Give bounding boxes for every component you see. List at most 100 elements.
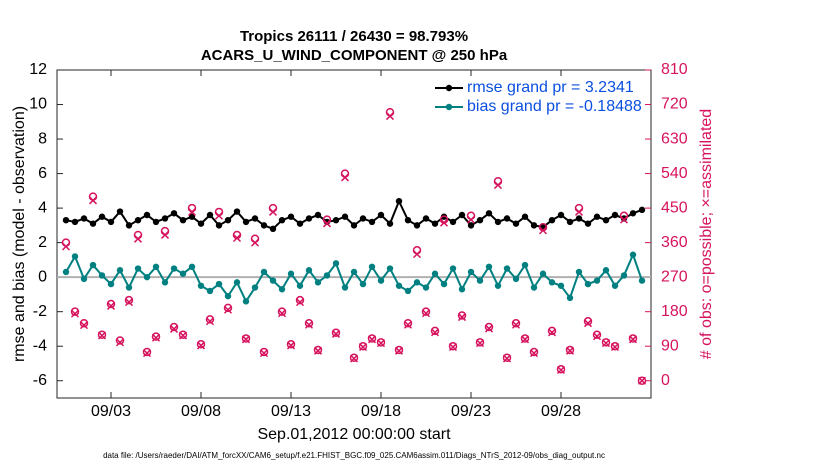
data-point [601, 339, 611, 348]
data-point [251, 284, 259, 291]
data-point [440, 280, 448, 288]
data-point [314, 211, 322, 219]
data-point [566, 218, 574, 226]
data-point [71, 253, 79, 260]
data-point [98, 213, 106, 220]
data-point [134, 265, 142, 272]
data-point [620, 215, 628, 222]
data-point [358, 342, 368, 352]
data-point [206, 211, 214, 219]
data-point [233, 208, 241, 215]
data-point [422, 215, 430, 222]
data-point [449, 265, 457, 272]
data-point [304, 318, 314, 328]
y2-tick-label: 720 [661, 96, 688, 113]
data-point [422, 284, 430, 291]
data-point [628, 335, 638, 344]
data-point [89, 261, 97, 269]
y-axis-label: rmse and bias (model - observation) [11, 106, 28, 362]
data-point [610, 342, 620, 352]
data-point [287, 270, 295, 277]
data-point [197, 282, 205, 289]
data-point [89, 220, 97, 227]
data-point [106, 301, 116, 310]
data-point [431, 220, 439, 227]
y-tick-label: 6 [38, 165, 47, 182]
data-point [610, 341, 620, 351]
data-point [511, 320, 521, 329]
data-point [80, 275, 88, 283]
legend-marker [445, 84, 453, 92]
data-point [484, 322, 494, 332]
data-point [224, 292, 232, 300]
data-point [295, 298, 305, 307]
data-point [475, 339, 485, 348]
data-point [304, 320, 314, 329]
data-point [314, 279, 322, 286]
data-point [547, 326, 557, 336]
data-point [376, 339, 386, 348]
y-tick-label: -4 [33, 337, 47, 354]
data-point [358, 341, 368, 351]
data-point [313, 346, 323, 355]
data-point [205, 315, 215, 324]
data-point [169, 322, 179, 332]
data-point [223, 305, 233, 314]
data-point [448, 342, 458, 352]
data-point [485, 263, 493, 270]
data-point [250, 238, 260, 247]
data-point [269, 225, 277, 233]
data-point [259, 347, 269, 357]
data-point [160, 230, 170, 239]
data-point [71, 218, 79, 226]
data-point [502, 353, 512, 362]
y-tick-label: 12 [29, 61, 47, 78]
data-point [251, 215, 259, 222]
data-point [638, 277, 646, 284]
y-tick-label: 2 [38, 234, 47, 251]
data-point [404, 287, 412, 295]
data-point [359, 280, 367, 288]
data-point [476, 277, 484, 284]
data-point [124, 295, 134, 305]
data-point [70, 307, 80, 316]
data-point [367, 335, 377, 344]
data-point [601, 338, 611, 347]
data-point [521, 261, 529, 269]
data-point [125, 222, 133, 229]
data-point [179, 216, 187, 224]
y2-tick-label: 630 [661, 130, 688, 147]
data-point [179, 270, 187, 277]
data-point [395, 282, 403, 289]
data-point [629, 210, 637, 217]
data-point [412, 250, 422, 259]
data-point [151, 333, 161, 342]
data-point [170, 210, 178, 217]
y2-tick-label: 90 [661, 337, 679, 354]
data-point [178, 330, 188, 339]
plot-frame [56, 69, 652, 399]
data-point [503, 265, 511, 272]
y2-tick-label: 0 [661, 372, 670, 389]
data-point [466, 215, 476, 224]
data-point [142, 347, 152, 357]
data-point [268, 207, 278, 216]
data-point [124, 298, 134, 307]
data-point [349, 353, 359, 362]
data-point [61, 242, 71, 251]
y-tick-label: 0 [38, 268, 47, 285]
data-point [403, 318, 413, 328]
data-point [116, 208, 124, 215]
legend-marker [445, 103, 453, 111]
data-point [206, 287, 214, 295]
data-point [323, 272, 331, 279]
data-point [215, 280, 223, 288]
data-point [547, 328, 557, 337]
data-point [485, 210, 493, 217]
data-point [584, 220, 592, 227]
data-point [242, 218, 250, 226]
data-point [511, 318, 521, 328]
data-point [188, 263, 196, 270]
data-point [403, 320, 413, 329]
